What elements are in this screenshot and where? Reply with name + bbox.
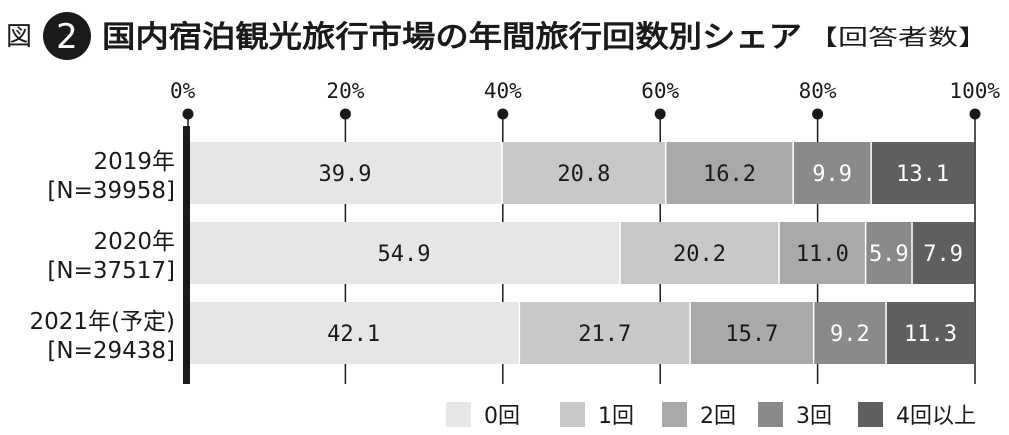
category-sublabel: [N=29438] xyxy=(47,338,175,364)
category-label: 2021年(予定) xyxy=(30,309,175,335)
bar-segment xyxy=(188,222,621,284)
bar-value-label: 20.8 xyxy=(557,162,610,187)
bar-segment xyxy=(188,302,520,364)
bar-value-label: 39.9 xyxy=(319,162,372,187)
legend-swatch xyxy=(662,402,687,427)
bar-value-label: 20.2 xyxy=(673,242,726,267)
bar-segment xyxy=(865,222,913,284)
bar-value-label: 5.9 xyxy=(869,242,909,267)
legend-swatch xyxy=(560,402,585,427)
legend-label: 4回以上 xyxy=(896,404,976,429)
bar-value-label: 15.7 xyxy=(725,322,778,347)
bar-segment xyxy=(665,142,794,204)
legend-swatch xyxy=(858,402,883,427)
x-tick-label: 0% xyxy=(170,79,196,103)
bar-segment xyxy=(886,302,975,364)
bar-segment xyxy=(519,302,691,364)
x-tick-dot xyxy=(969,108,981,120)
bar-segment xyxy=(871,142,975,204)
bar-value-label: 42.1 xyxy=(327,322,380,347)
category-labels: 2019年 [N=39958] 2020年 [N=37517] 2021年(予定) [N=… xyxy=(30,149,175,364)
x-tick-dot xyxy=(654,108,666,120)
category-label: 2020年 xyxy=(93,229,175,255)
y-axis-line xyxy=(183,126,190,384)
bar-segment xyxy=(188,142,503,204)
x-tick-label: 40% xyxy=(484,79,522,103)
bar-segment xyxy=(793,142,872,204)
title-prefix: 図 xyxy=(6,22,32,52)
x-tick-label: 100% xyxy=(949,79,1000,103)
category-label: 2019年 xyxy=(93,149,175,175)
chart-title: 図 2 国内宿泊観光旅行市場の年間旅行回数別シェア 【回答者数】 xyxy=(6,12,988,60)
legend-label: 2回 xyxy=(700,404,736,429)
legend-label: 1回 xyxy=(598,404,634,429)
x-tick-label: 80% xyxy=(799,79,837,103)
title-number-circle xyxy=(43,12,91,60)
bar-value-label: 7.9 xyxy=(923,242,963,267)
legend-swatch xyxy=(446,402,471,427)
bar-segment xyxy=(690,302,814,364)
bar-segment xyxy=(813,302,887,364)
bar-value-label: 21.7 xyxy=(578,322,631,347)
bar-segment xyxy=(779,222,866,284)
title-main: 国内宿泊観光旅行市場の年間旅行回数別シェア xyxy=(102,20,802,55)
bar-value-label: 11.0 xyxy=(796,242,849,267)
category-sublabel: [N=37517] xyxy=(47,258,175,284)
legend: 0回 1回 2回 3回 4回以上 xyxy=(446,402,976,429)
title-number: 2 xyxy=(56,17,78,57)
bars: 39.9 20.8 16.2 9.9 13.1 54.9 20.2 11.0 5.9 7.9 42.… xyxy=(188,142,975,364)
bar-segment xyxy=(912,222,975,284)
bar-value-label: 13.1 xyxy=(896,162,949,187)
x-tick-label: 60% xyxy=(641,79,679,103)
legend-swatch xyxy=(758,402,783,427)
bar-segment xyxy=(620,222,780,284)
legend-label: 3回 xyxy=(796,404,832,429)
bar-value-label: 54.9 xyxy=(378,242,431,267)
x-tick-label: 20% xyxy=(326,79,364,103)
title-subtitle: 【回答者数】 xyxy=(808,26,988,51)
x-tick-dot xyxy=(497,108,509,120)
legend-label: 0回 xyxy=(484,404,520,429)
bar-segment xyxy=(502,142,666,204)
x-tick-dot xyxy=(339,108,351,120)
bar-value-label: 9.9 xyxy=(812,162,852,187)
x-tick-dot xyxy=(812,108,824,120)
bar-value-label: 16.2 xyxy=(703,162,756,187)
bar-value-label: 11.3 xyxy=(904,322,957,347)
category-sublabel: [N=39958] xyxy=(47,178,175,204)
bar-value-label: 9.2 xyxy=(830,322,870,347)
x-tick-dot xyxy=(182,108,194,120)
